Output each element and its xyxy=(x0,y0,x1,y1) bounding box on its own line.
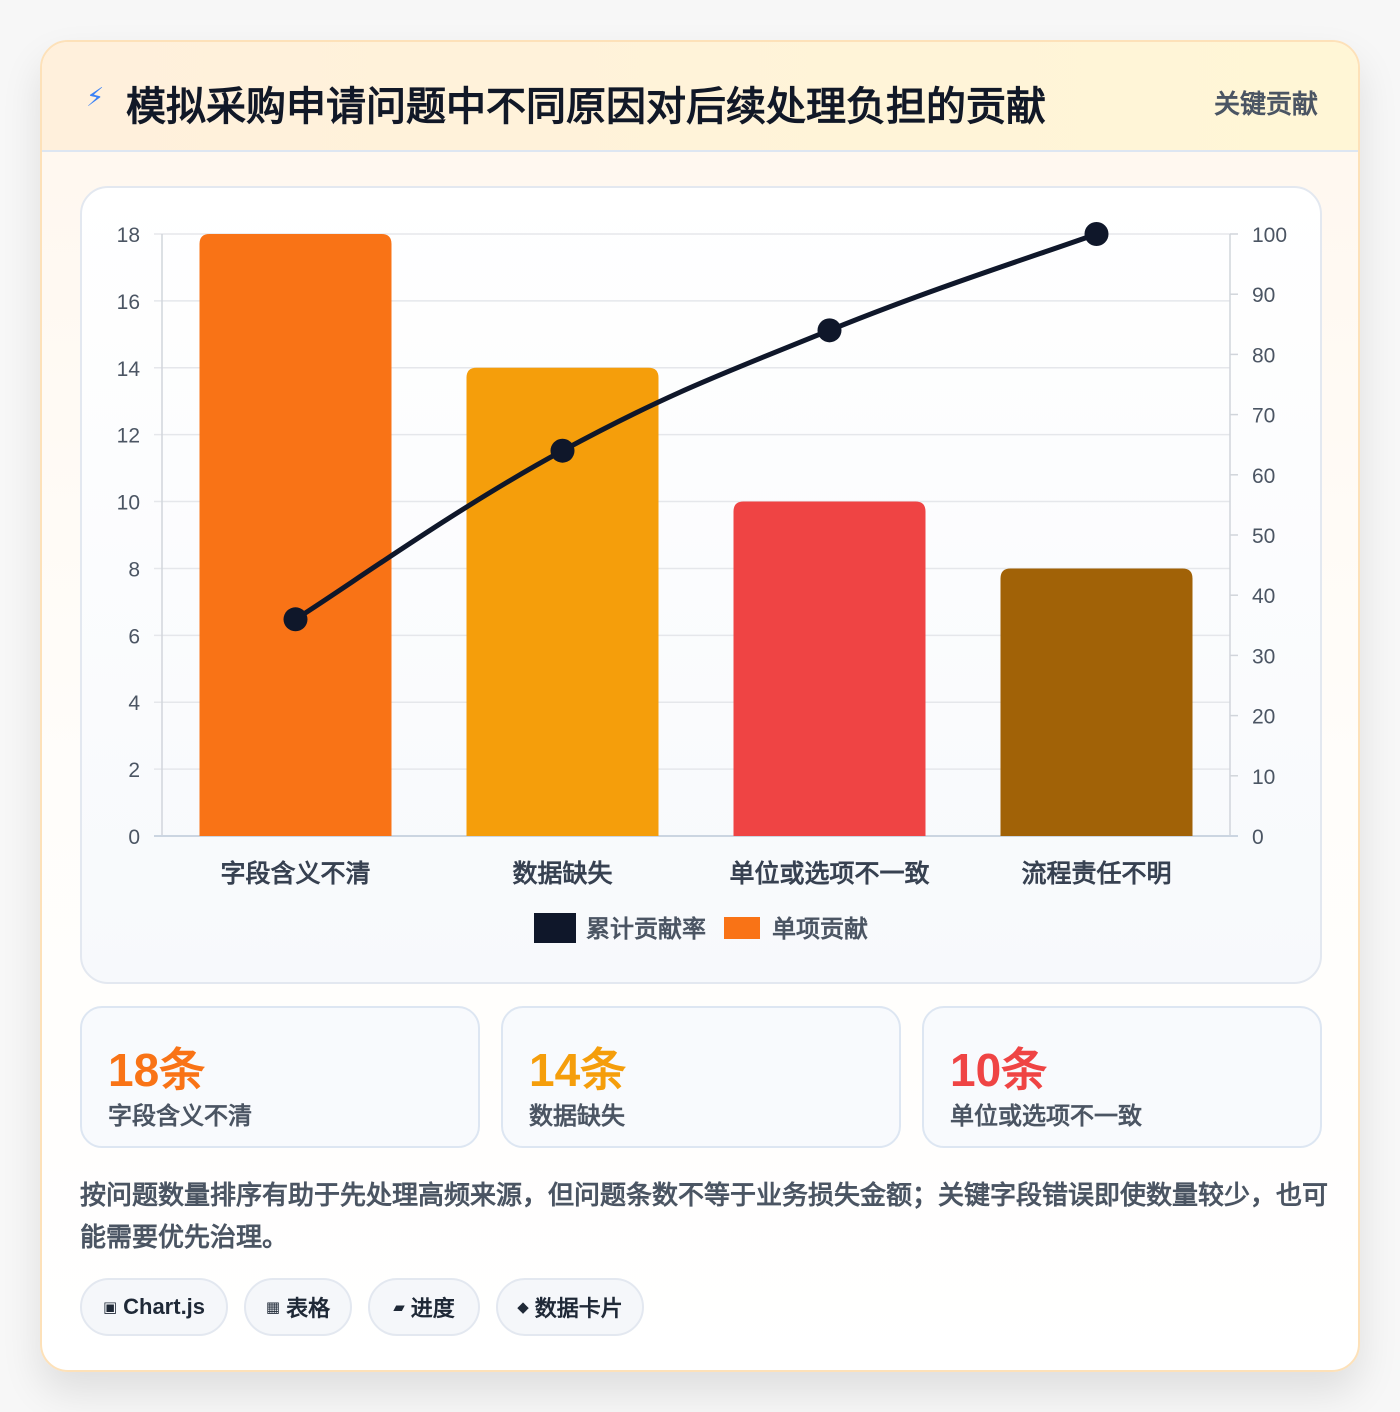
stat-label: 数据缺失 xyxy=(529,1103,625,1130)
y-right-tick-label: 100 xyxy=(1252,224,1287,247)
x-tick-label: 流程责任不明 xyxy=(1021,860,1171,888)
bar xyxy=(466,367,659,836)
y-left-tick-label: 2 xyxy=(128,759,140,782)
y-right-tick-label: 0 xyxy=(1252,826,1264,849)
chip-label: Chart.js xyxy=(123,1294,206,1319)
chip-data-card[interactable]: ◆ 数据卡片 xyxy=(496,1278,644,1336)
legend-swatch-single xyxy=(724,917,760,939)
y-right-tick-label: 10 xyxy=(1252,766,1275,789)
y-right-tick-label: 40 xyxy=(1252,585,1275,608)
line-point xyxy=(283,607,308,632)
x-tick-label: 数据缺失 xyxy=(512,859,613,888)
y-right-tick-label: 60 xyxy=(1252,465,1275,488)
diamond-icon: ◆ xyxy=(517,1299,529,1316)
legend-swatch-cumulative xyxy=(534,913,576,943)
lightning-icon: ⚡ xyxy=(86,82,105,112)
stat-card: 18条 字段含义不清 xyxy=(80,1006,480,1148)
stat-card: 10条 单位或选项不一致 xyxy=(922,1006,1322,1148)
y-left-tick-label: 4 xyxy=(128,692,140,715)
y-left-tick-label: 16 xyxy=(117,291,140,314)
y-left-tick-label: 8 xyxy=(128,558,140,581)
chart-card: ⚡ 模拟采购申请问题中不同原因对后续处理负担的贡献 关键贡献 0 2 4 6 8 10 12… xyxy=(40,40,1360,1372)
line-point xyxy=(550,438,575,463)
line-point xyxy=(817,318,842,343)
y-right-tick-label: 90 xyxy=(1252,284,1275,307)
stat-label: 字段含义不清 xyxy=(108,1103,252,1130)
chart-container: 0 2 4 6 8 10 12 14 16 18 0 10 20 30 40 50 60 70 80 90 100 字段含… xyxy=(80,186,1322,984)
stat-cards: 18条 字段含义不清 14条 数据缺失 10条 单位或选项不一致 xyxy=(80,1006,1322,1148)
y-left-tick-label: 6 xyxy=(128,625,140,648)
line-point xyxy=(1084,222,1109,246)
bar xyxy=(733,501,926,836)
y-right-tick-label: 30 xyxy=(1252,645,1275,668)
chip-table[interactable]: ▦ 表格 xyxy=(244,1278,352,1336)
y-right-tick-label: 80 xyxy=(1252,344,1275,367)
chip-label: 数据卡片 xyxy=(534,1296,623,1321)
chart-note: 按问题数量排序有助于先处理高频来源，但问题条数不等于业务损失金额；关键字段错误即… xyxy=(80,1180,1329,1252)
x-tick-label: 字段含义不清 xyxy=(220,859,370,888)
y-left-tick-label: 18 xyxy=(117,224,140,247)
stat-value: 10条 xyxy=(950,1044,1048,1096)
bar xyxy=(1000,568,1193,836)
y-left-tick-label: 14 xyxy=(117,358,141,381)
y-left-tick-label: 12 xyxy=(117,425,140,448)
chart-icon: ▣ xyxy=(102,1299,118,1316)
y-left-tick-label: 0 xyxy=(128,826,140,849)
chip-progress[interactable]: ▰ 进度 xyxy=(368,1278,480,1336)
y-left-tick-label: 10 xyxy=(117,492,140,515)
chip-label: 表格 xyxy=(286,1296,331,1321)
card-title: 模拟采购申请问题中不同原因对后续处理负担的贡献 xyxy=(126,85,1046,129)
chip-chartjs[interactable]: ▣ Chart.js xyxy=(80,1278,228,1336)
stat-value: 18条 xyxy=(108,1044,206,1096)
cumulative-line xyxy=(294,231,1098,622)
progress-icon: ▰ xyxy=(393,1299,405,1316)
stat-label: 单位或选项不一致 xyxy=(950,1103,1142,1130)
pareto-chart: 0 2 4 6 8 10 12 14 16 18 0 10 20 30 40 50 60 70 80 90 100 字段含… xyxy=(117,222,1287,943)
table-icon: ▦ xyxy=(265,1299,281,1316)
stat-value: 14条 xyxy=(529,1044,627,1096)
stat-card: 14条 数据缺失 xyxy=(501,1006,901,1148)
x-tick-label: 单位或选项不一致 xyxy=(729,859,930,888)
legend-label-cumulative: 累计贡献率 xyxy=(586,915,706,943)
y-right-tick-label: 50 xyxy=(1252,525,1275,548)
y-right-tick-label: 70 xyxy=(1252,405,1275,428)
chip-label: 进度 xyxy=(410,1296,455,1321)
y-right-tick-label: 20 xyxy=(1252,706,1275,729)
legend-label-single: 单项贡献 xyxy=(772,916,868,943)
bar xyxy=(199,234,392,836)
card-header: ⚡ 模拟采购申请问题中不同原因对后续处理负担的贡献 关键贡献 xyxy=(42,42,1358,152)
header-tag: 关键贡献 xyxy=(1213,89,1318,119)
